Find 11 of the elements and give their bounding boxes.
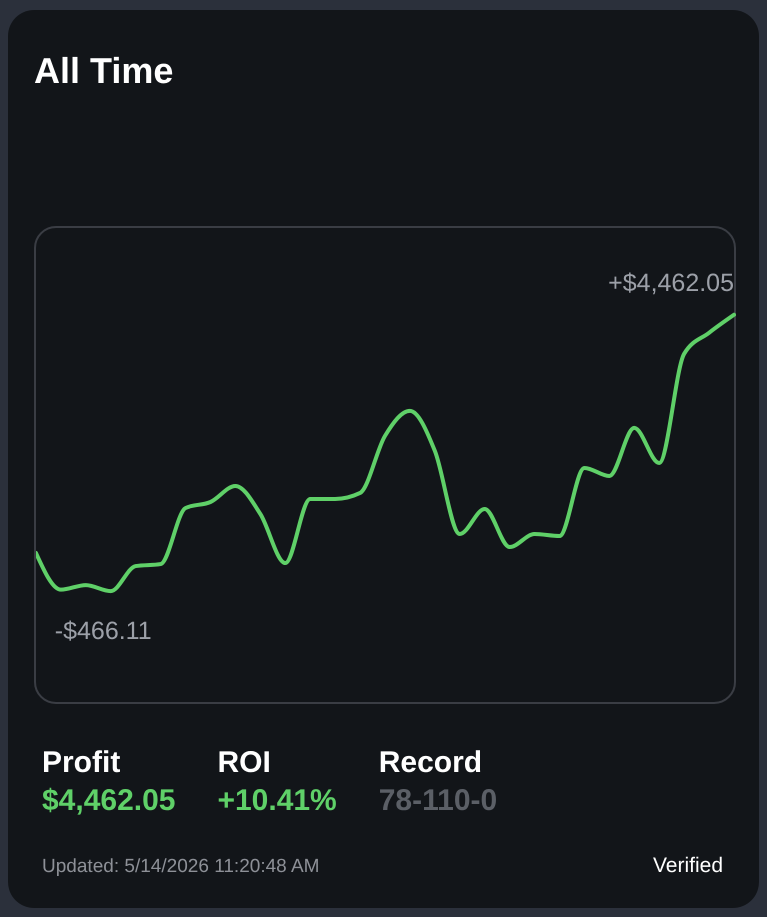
text: Profit: [42, 746, 122, 780]
data-label: +$4,462.05: [608, 268, 734, 297]
text: ROI: [217, 746, 272, 780]
text: 78-110-0: [378, 784, 498, 818]
data-label: -$466.11: [54, 617, 152, 646]
text: Updated: 5/14/2026 11:20:48 AM: [42, 856, 320, 878]
text: Record: [378, 746, 484, 780]
text: $4,462.05: [42, 784, 176, 818]
chart-title: All Time: [34, 50, 174, 92]
text: Verified: [652, 854, 723, 878]
text: +10.41%: [217, 784, 337, 818]
